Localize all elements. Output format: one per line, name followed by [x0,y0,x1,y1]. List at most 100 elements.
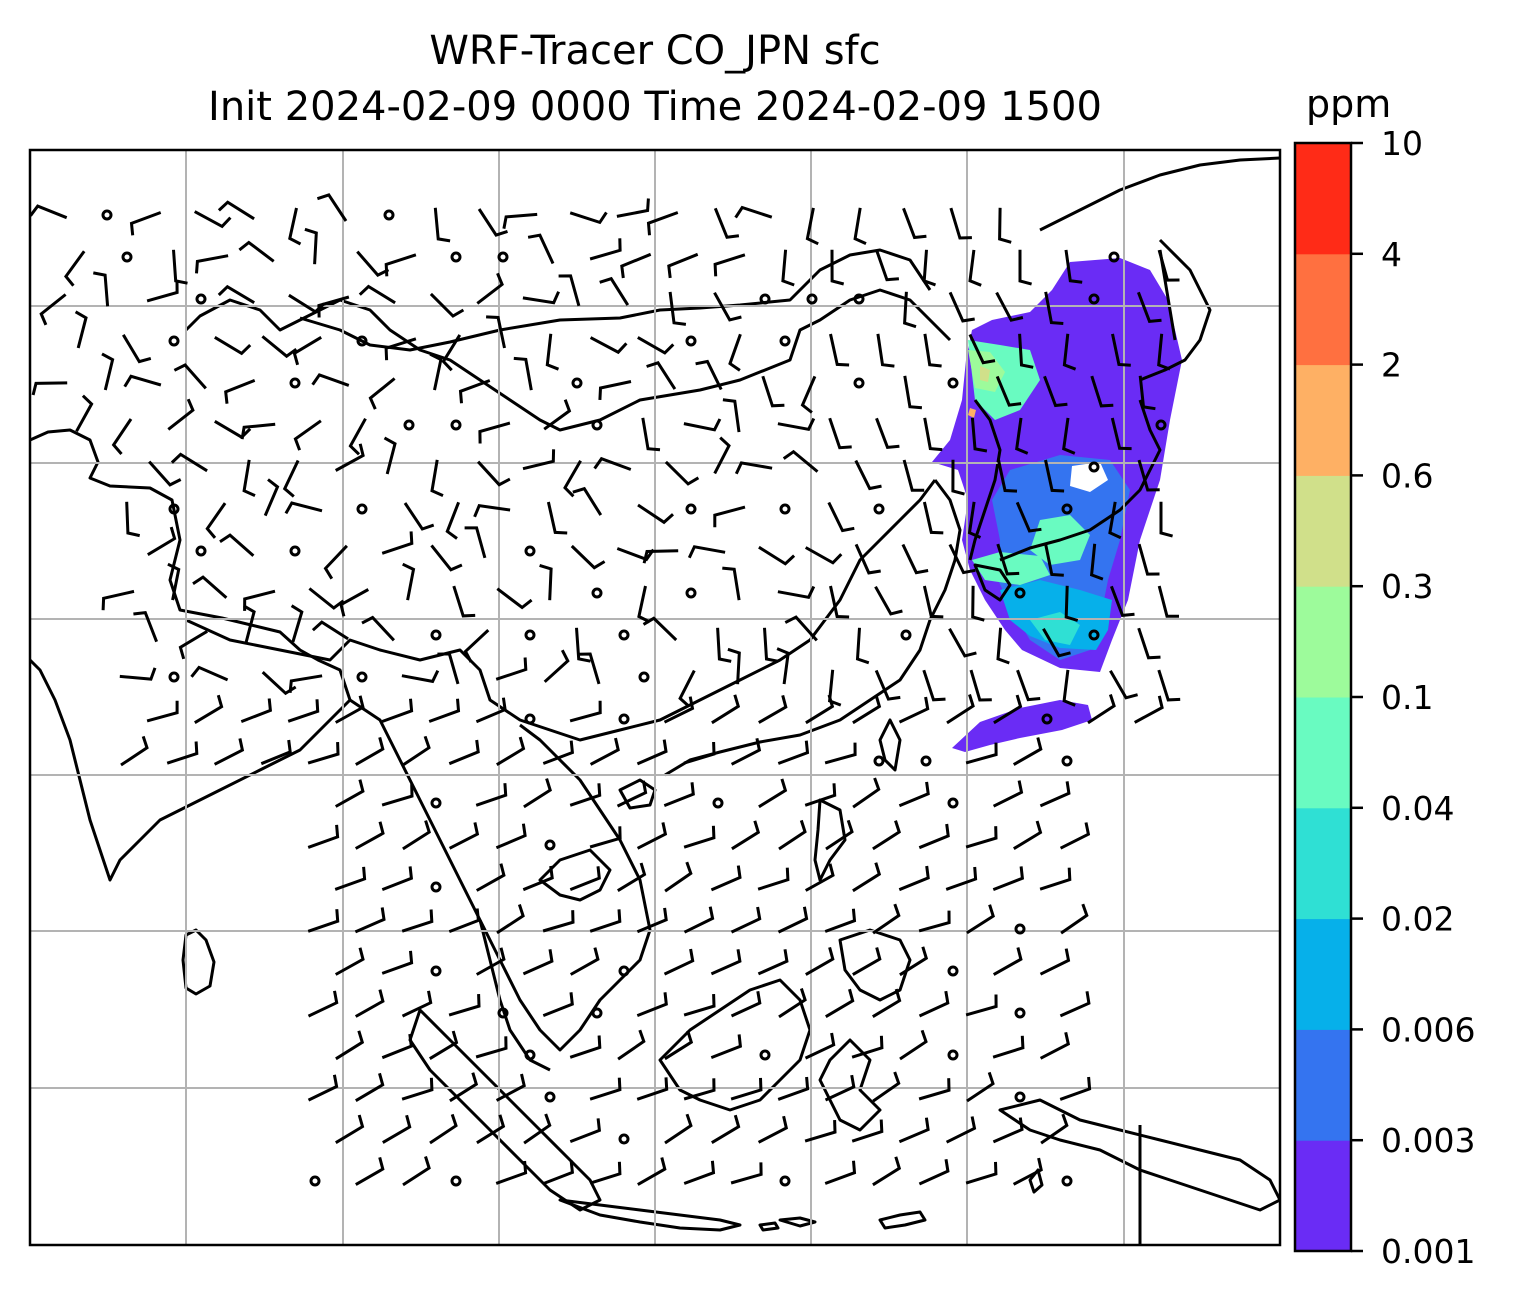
wind-barb [695,359,723,391]
colorbar-tick-label: 0.006 [1381,1010,1475,1049]
wind-barb [898,696,930,724]
wind-barb [354,821,385,850]
wind-barb [304,227,318,265]
wind-barb [854,459,882,491]
wind-barb [217,284,255,304]
wind-barb [946,694,975,725]
wind-barb [1136,291,1162,324]
wind-barb [316,193,348,222]
wind-barb [403,502,435,531]
wind-barb [899,946,929,977]
calm-wind-marker [544,1091,556,1103]
wind-barb [1060,903,1089,935]
wind-barb [711,694,741,725]
wind-barb [876,333,895,368]
wind-barb [922,585,944,619]
wind-barb [522,865,554,892]
wind-barb [710,865,742,892]
wind-barb [572,486,603,516]
wind-barb [636,739,668,766]
calm-wind-marker [947,1049,959,1061]
calm-wind-marker [1088,461,1100,473]
wind-barb [804,863,835,892]
calm-wind-marker [685,587,697,599]
wind-barb [355,1072,385,1102]
wind-barb [918,990,950,1018]
wind-barb [133,610,158,643]
wind-barb [1012,1157,1043,1186]
wind-barb [335,1030,365,1061]
wind-barb [476,1114,506,1145]
wind-barb [475,1036,508,1059]
wind-barb [358,284,396,305]
wind-barb [683,906,715,934]
wind-barb [448,822,480,850]
wind-barb [475,783,508,807]
wind-barb [348,417,367,456]
wind-barb [827,501,855,533]
wind-barb [898,865,930,892]
wind-barb [193,210,232,229]
wind-barb [727,647,741,685]
wind-barb [1039,867,1072,891]
wind-barb [170,452,208,473]
wind-barb [473,504,511,518]
wind-barb [381,950,414,975]
wind-barb [710,1034,743,1059]
coastlines [30,156,1280,1245]
calm-wind-marker [168,335,180,347]
wind-barb [334,443,365,472]
wind-barb [965,826,998,849]
wind-barb [778,988,807,1019]
calm-wind-marker [685,335,697,347]
wind-barb [437,652,460,685]
wind-barb [804,1032,836,1060]
wind-barb [637,336,675,355]
calm-wind-marker [1155,419,1167,431]
wind-barb [311,373,350,387]
wind-barb [381,531,414,555]
wind-barb [805,694,835,725]
coast-japan-kyushu [973,563,1012,602]
wind-barb [948,627,977,658]
wind-barb [642,616,678,642]
wind-barb [734,461,773,475]
plume-level4 [1030,612,1080,645]
wind-barb [1018,333,1034,369]
wind-barb [1015,417,1029,455]
wind-barb [146,280,179,303]
calm-wind-marker [524,713,536,725]
wind-barb [757,949,789,976]
wind-barb [1159,501,1173,538]
wind-barb [617,1029,646,1061]
wind-barb [288,207,302,246]
wind-barb [1044,291,1064,325]
colorbar-tick-label: 0.003 [1381,1121,1475,1160]
calm-wind-marker [853,377,865,389]
wind-barb [995,375,1022,407]
wind-barb [428,698,461,723]
colorbar-segment [1295,1140,1351,1252]
wind-barb [1042,627,1071,658]
wind-barb [664,1113,693,1145]
wind-barb [996,627,1010,665]
wind-barb [194,694,224,724]
colorbar-segment [1295,475,1351,587]
chart-subtitle: Init 2024-02-09 0000 Time 2024-02-09 150… [208,84,1102,130]
wind-barb [129,211,162,236]
wind-barb [1040,1113,1069,1145]
wind-barb [429,292,465,318]
wind-barb [784,615,818,642]
wind-barb [722,566,741,601]
calm-wind-marker [1014,587,1026,599]
wind-barb [829,585,850,619]
wind-barb [448,739,480,766]
wind-barb [401,1077,434,1101]
wind-barb [542,740,575,765]
wind-barb [545,333,560,371]
wind-barb [589,238,622,261]
coast-indochina [349,698,652,1052]
wind-barb [558,274,581,307]
calm-wind-marker [759,293,771,305]
wind-barb [678,669,696,708]
